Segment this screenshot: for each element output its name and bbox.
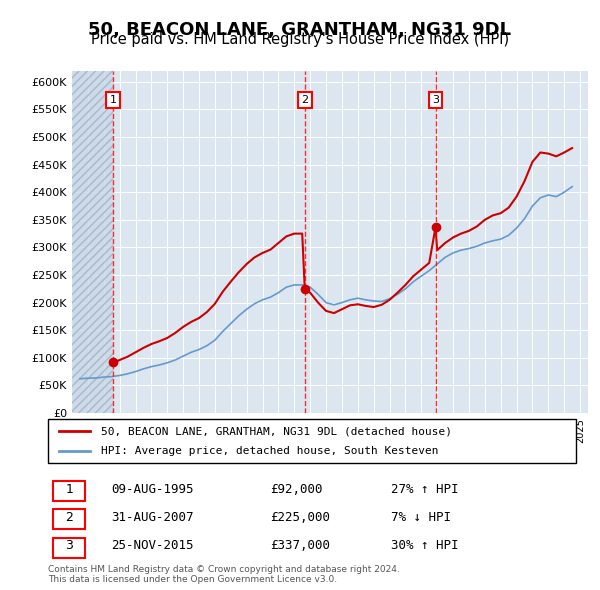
Text: Price paid vs. HM Land Registry's House Price Index (HPI): Price paid vs. HM Land Registry's House … — [91, 32, 509, 47]
Text: HPI: Average price, detached house, South Kesteven: HPI: Average price, detached house, Sout… — [101, 446, 438, 455]
FancyBboxPatch shape — [53, 509, 85, 529]
Text: 25-NOV-2015: 25-NOV-2015 — [112, 539, 194, 552]
Text: Contains HM Land Registry data © Crown copyright and database right 2024.
This d: Contains HM Land Registry data © Crown c… — [48, 565, 400, 584]
Text: 2: 2 — [301, 95, 308, 105]
Text: 50, BEACON LANE, GRANTHAM, NG31 9DL: 50, BEACON LANE, GRANTHAM, NG31 9DL — [89, 21, 511, 39]
Text: 09-AUG-1995: 09-AUG-1995 — [112, 483, 194, 496]
Text: 7% ↓ HPI: 7% ↓ HPI — [391, 511, 451, 524]
Text: 27% ↑ HPI: 27% ↑ HPI — [391, 483, 459, 496]
Text: £225,000: £225,000 — [270, 511, 330, 524]
Text: 30% ↑ HPI: 30% ↑ HPI — [391, 539, 459, 552]
Bar — [72, 71, 113, 413]
FancyBboxPatch shape — [53, 481, 85, 501]
Text: £337,000: £337,000 — [270, 539, 330, 552]
FancyBboxPatch shape — [53, 537, 85, 558]
Text: 2: 2 — [65, 511, 73, 524]
Text: £92,000: £92,000 — [270, 483, 322, 496]
Text: 1: 1 — [65, 483, 73, 496]
Text: 3: 3 — [65, 539, 73, 552]
Text: 1: 1 — [110, 95, 117, 105]
Text: 31-AUG-2007: 31-AUG-2007 — [112, 511, 194, 524]
FancyBboxPatch shape — [48, 419, 576, 463]
Text: 50, BEACON LANE, GRANTHAM, NG31 9DL (detached house): 50, BEACON LANE, GRANTHAM, NG31 9DL (det… — [101, 427, 452, 436]
Text: 3: 3 — [432, 95, 439, 105]
